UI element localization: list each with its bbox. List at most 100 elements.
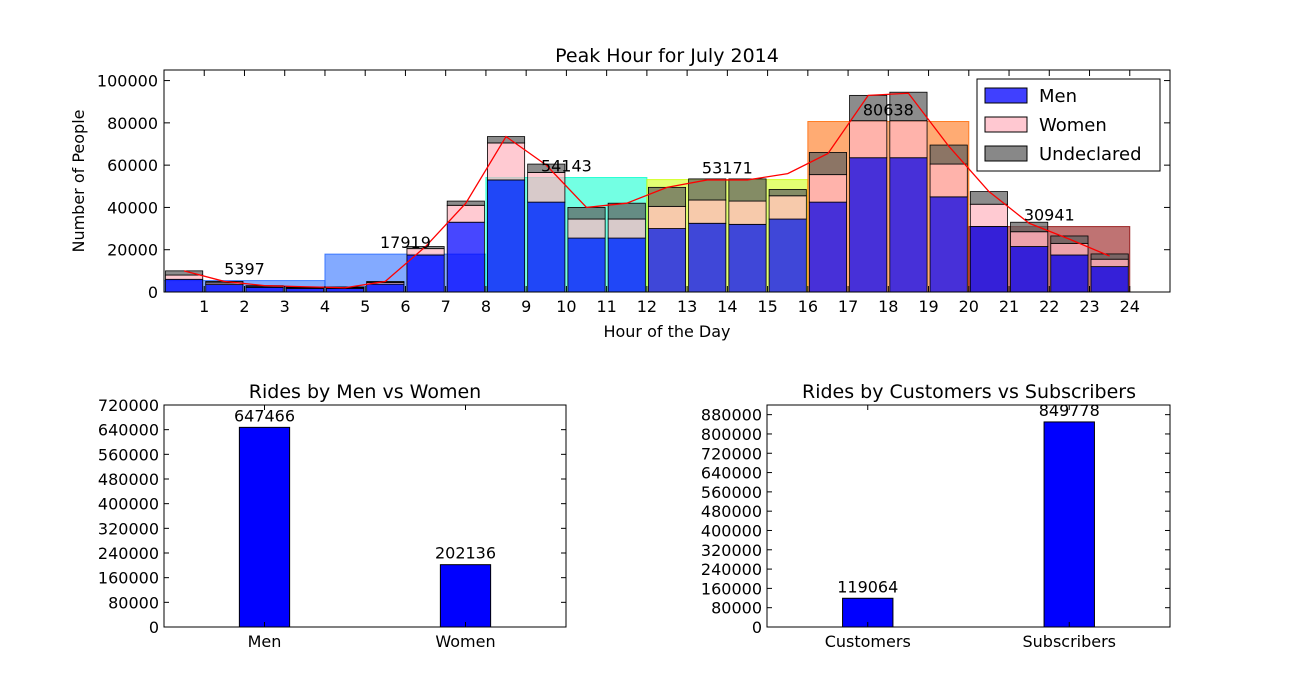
- bar-women-20: [969, 203, 1008, 227]
- customers-vs-subscribers-bars: 119064 849778: [837, 401, 1100, 628]
- bar-men-23: [1090, 266, 1129, 293]
- x-tick-label: 9: [521, 297, 531, 316]
- y-tick-label: 720000: [701, 444, 762, 463]
- bar-undeclared-12: [647, 186, 687, 207]
- bar-women-13: [688, 199, 727, 224]
- bar-women-8: [487, 142, 526, 181]
- x-tick-label: 18: [878, 297, 898, 316]
- y-tick-label: 480000: [701, 502, 762, 521]
- bar-undeclared-11: [607, 202, 646, 220]
- bar-undeclared-14: [728, 178, 767, 202]
- x-tick-label-women: Women: [435, 632, 495, 651]
- y-tick-label: 80000: [711, 599, 762, 618]
- bar-men-22: [1050, 254, 1089, 293]
- x-tick-label: 1: [199, 297, 209, 316]
- men-vs-women-chart: Rides by Men vs Women 647466 202136 0 8000…: [98, 381, 567, 651]
- trend-polyline: [183, 92, 1110, 289]
- x-tick-label: 6: [400, 297, 410, 316]
- bar-women-15: [768, 195, 807, 220]
- customers-vs-subscribers-x-ticks: Customers Subscribers: [825, 405, 1116, 651]
- bar-men-14: [728, 223, 767, 293]
- y-tick-label: 0: [148, 283, 158, 302]
- bar-men-1: [205, 284, 244, 293]
- y-tick-label: 560000: [701, 483, 762, 502]
- bar-men-20: [969, 226, 1008, 293]
- bar-women-11: [607, 218, 646, 239]
- y-tick-label: 560000: [98, 445, 159, 464]
- bar-women-23: [1090, 258, 1129, 268]
- x-tick-label: 5: [360, 297, 370, 316]
- x-tick-label: 8: [481, 297, 491, 316]
- bar-label-customers: 119064: [837, 577, 898, 596]
- bar-undeclared-18: [889, 91, 928, 122]
- men-vs-women-axes-frame: [163, 404, 567, 628]
- x-tick-label: 11: [596, 297, 616, 316]
- bar-label-women: 202136: [435, 544, 496, 563]
- x-tick-label: 14: [717, 297, 737, 316]
- bar-men: [238, 426, 291, 628]
- x-tick-label: 21: [999, 297, 1019, 316]
- bar-women-10: [567, 218, 606, 239]
- y-tick-label: 240000: [98, 544, 159, 563]
- bar-women-9: [527, 172, 566, 203]
- bar-men-15: [768, 218, 807, 293]
- bar-women-0: [165, 274, 204, 280]
- bar-men-5: [366, 283, 405, 293]
- bar-men-19: [929, 196, 968, 293]
- x-tick-label: 19: [918, 297, 938, 316]
- bar-men-16: [808, 201, 847, 293]
- peak-hour-chart: Peak Hour for July 2014 Hour of the Day …: [69, 45, 1171, 341]
- x-tick-label: 12: [637, 297, 657, 316]
- y-tick-label: 20000: [107, 241, 158, 260]
- bar-men-10: [567, 237, 606, 293]
- bar-men-21: [1010, 246, 1049, 293]
- bar-women-7: [446, 204, 485, 223]
- men-vs-women-y-ticks: 0 80000 160000 240000 320000 400000 480000 5600…: [98, 396, 566, 637]
- x-tick-label: 20: [959, 297, 979, 316]
- x-tick-label-men: Men: [248, 632, 282, 651]
- bar-undeclared-21: [1010, 221, 1049, 233]
- y-tick-label: 60000: [107, 156, 158, 175]
- x-tick-label: 22: [1039, 297, 1059, 316]
- bar-men-17: [849, 157, 888, 293]
- stacked-bars: [165, 91, 1129, 293]
- y-tick-label: 80000: [107, 114, 158, 133]
- peak-hour-ylabel: Number of People: [69, 109, 88, 252]
- customers-vs-subscribers-chart: Rides by Customers vs Subscribers 119064…: [701, 381, 1171, 651]
- bar-men-7: [446, 221, 485, 293]
- men-vs-women-title: Rides by Men vs Women: [249, 381, 481, 403]
- y-tick-label: 800000: [701, 425, 762, 444]
- legend-swatch-women: [984, 116, 1028, 133]
- zone-label-1: 17919: [380, 233, 431, 252]
- y-tick-label: 40000: [107, 198, 158, 217]
- y-tick-label: 160000: [701, 579, 762, 598]
- trend-line: [183, 92, 1110, 289]
- x-tick-label: 23: [1079, 297, 1099, 316]
- zone-label-4: 80638: [863, 101, 914, 120]
- x-tick-label: 4: [320, 297, 330, 316]
- legend-swatch-undeclared: [984, 145, 1028, 162]
- zone-label-0: 5397: [224, 260, 265, 279]
- bar-subscribers: [1043, 421, 1095, 628]
- bar-label-men: 647466: [234, 406, 295, 425]
- y-tick-label: 0: [752, 618, 762, 637]
- bar-undeclared-10: [567, 207, 606, 220]
- bar-undeclared-13: [688, 178, 727, 201]
- x-tick-label-customers: Customers: [825, 632, 911, 651]
- x-tick-label: 24: [1120, 297, 1140, 316]
- bar-women-21: [1010, 231, 1049, 247]
- x-tick-label: 2: [239, 297, 249, 316]
- bar-women-18: [889, 120, 928, 159]
- bar-women-16: [808, 174, 847, 203]
- y-tick-label: 100000: [97, 72, 158, 91]
- bar-men-0: [165, 278, 204, 293]
- bar-men-13: [688, 222, 727, 293]
- bar-undeclared-9: [527, 163, 566, 173]
- bar-men-3: [285, 288, 324, 293]
- y-tick-label: 160000: [98, 569, 159, 588]
- customers-vs-subscribers-axes-frame: [766, 404, 1171, 628]
- legend-swatch-men: [984, 87, 1028, 104]
- bar-men-8: [487, 179, 526, 293]
- bar-women: [439, 564, 492, 628]
